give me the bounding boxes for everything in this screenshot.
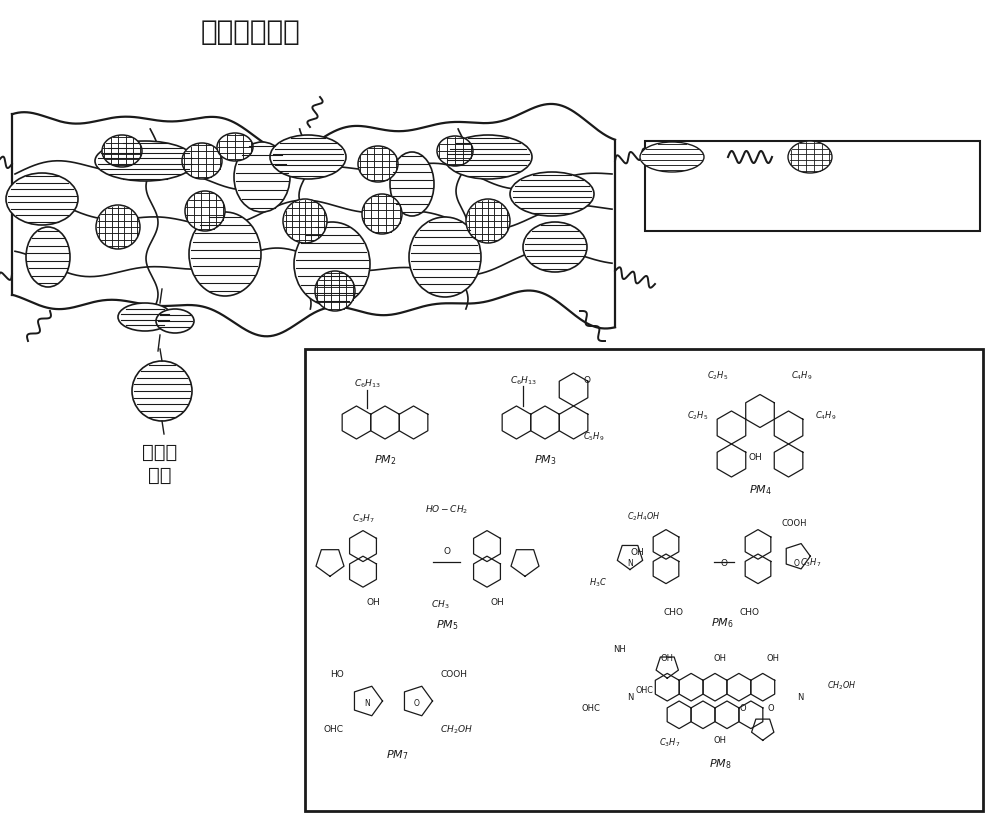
Text: $PM_3$: $PM_3$ xyxy=(534,453,556,467)
Text: $C_3H_7$: $C_3H_7$ xyxy=(659,735,681,748)
Ellipse shape xyxy=(409,218,481,297)
Ellipse shape xyxy=(466,200,510,244)
Text: O: O xyxy=(794,558,800,567)
Text: $PM_2$: $PM_2$ xyxy=(374,453,396,467)
Text: 芳烃环: 芳烃环 xyxy=(648,202,675,217)
Text: NH: NH xyxy=(614,644,626,653)
Text: OH: OH xyxy=(714,735,726,744)
Text: $C_2H_4OH$: $C_2H_4OH$ xyxy=(627,510,661,523)
Text: $C_5H_9$: $C_5H_9$ xyxy=(583,430,605,442)
Text: $C_2H_5$: $C_2H_5$ xyxy=(707,369,729,382)
Text: O: O xyxy=(583,376,590,385)
Text: $C_3H_7$: $C_3H_7$ xyxy=(352,512,374,525)
Text: $PM_7$: $PM_7$ xyxy=(386,748,408,762)
Ellipse shape xyxy=(132,361,192,422)
Text: $H_3C$: $H_3C$ xyxy=(589,576,607,588)
Ellipse shape xyxy=(640,143,704,173)
Text: 碳氢/醚键桥 小分子: 碳氢/醚键桥 小分子 xyxy=(712,202,795,217)
Ellipse shape xyxy=(217,133,253,162)
Text: $PM_5$: $PM_5$ xyxy=(436,618,458,631)
Text: O: O xyxy=(740,704,746,713)
Text: O: O xyxy=(414,698,420,707)
Ellipse shape xyxy=(294,223,370,306)
Text: $C_6H_{13}$: $C_6H_{13}$ xyxy=(354,378,380,390)
Ellipse shape xyxy=(523,223,587,273)
Text: 芳烃环: 芳烃环 xyxy=(142,442,178,461)
Ellipse shape xyxy=(118,304,172,332)
Ellipse shape xyxy=(95,142,195,182)
Ellipse shape xyxy=(788,142,832,174)
Ellipse shape xyxy=(234,143,290,213)
Text: OH: OH xyxy=(660,654,674,663)
Text: $CH_2OH$: $CH_2OH$ xyxy=(827,678,857,691)
Text: OHC: OHC xyxy=(581,704,600,713)
Text: N: N xyxy=(627,693,633,702)
Polygon shape xyxy=(12,105,615,337)
Ellipse shape xyxy=(358,147,398,183)
Text: CHO: CHO xyxy=(664,607,684,616)
Text: HO: HO xyxy=(330,669,344,678)
Text: N: N xyxy=(627,558,633,567)
Text: OHC: OHC xyxy=(635,686,653,695)
Text: COOH: COOH xyxy=(440,669,467,678)
Ellipse shape xyxy=(437,137,473,167)
Text: N: N xyxy=(364,698,370,707)
Text: 煤大分子结构: 煤大分子结构 xyxy=(200,18,300,46)
Bar xyxy=(645,142,980,232)
Text: OH: OH xyxy=(630,548,644,557)
Text: OH: OH xyxy=(748,453,762,462)
Text: O: O xyxy=(720,558,728,567)
Ellipse shape xyxy=(283,200,327,244)
Text: $PM_8$: $PM_8$ xyxy=(709,756,731,770)
Ellipse shape xyxy=(510,173,594,217)
Ellipse shape xyxy=(189,213,261,296)
Text: CHO: CHO xyxy=(740,607,760,616)
Text: OH: OH xyxy=(366,598,380,607)
Ellipse shape xyxy=(26,228,70,287)
Text: $HO-CH_2$: $HO-CH_2$ xyxy=(425,503,469,515)
Ellipse shape xyxy=(444,136,532,180)
Text: $CH_3$: $CH_3$ xyxy=(431,598,449,610)
Text: $C_6H_{13}$: $C_6H_{13}$ xyxy=(510,374,536,387)
Ellipse shape xyxy=(102,136,142,168)
Text: OH: OH xyxy=(767,654,780,663)
Bar xyxy=(305,350,983,811)
Ellipse shape xyxy=(270,136,346,180)
Text: OH: OH xyxy=(490,598,504,607)
Ellipse shape xyxy=(6,174,78,226)
Ellipse shape xyxy=(315,272,355,311)
Text: $C_4H_9$: $C_4H_9$ xyxy=(791,369,813,382)
Ellipse shape xyxy=(156,310,194,333)
Text: N: N xyxy=(797,693,803,702)
Text: OHC: OHC xyxy=(324,725,344,734)
Text: O: O xyxy=(444,546,450,555)
Text: $C_3H_7$: $C_3H_7$ xyxy=(800,556,821,568)
Text: O: O xyxy=(768,704,774,713)
Text: OH: OH xyxy=(714,654,726,663)
Text: $PM_6$: $PM_6$ xyxy=(711,616,733,630)
Ellipse shape xyxy=(362,195,402,235)
Ellipse shape xyxy=(182,144,222,180)
Text: $PM_4$: $PM_4$ xyxy=(749,482,771,496)
Text: 单元: 单元 xyxy=(148,465,172,484)
Ellipse shape xyxy=(185,192,225,232)
Text: COOH: COOH xyxy=(781,518,807,527)
Ellipse shape xyxy=(96,206,140,250)
Text: $C_2H_5$: $C_2H_5$ xyxy=(687,409,708,421)
Ellipse shape xyxy=(390,153,434,217)
Text: $C_4H_9$: $C_4H_9$ xyxy=(815,409,836,421)
Text: $CH_2OH$: $CH_2OH$ xyxy=(440,722,473,735)
